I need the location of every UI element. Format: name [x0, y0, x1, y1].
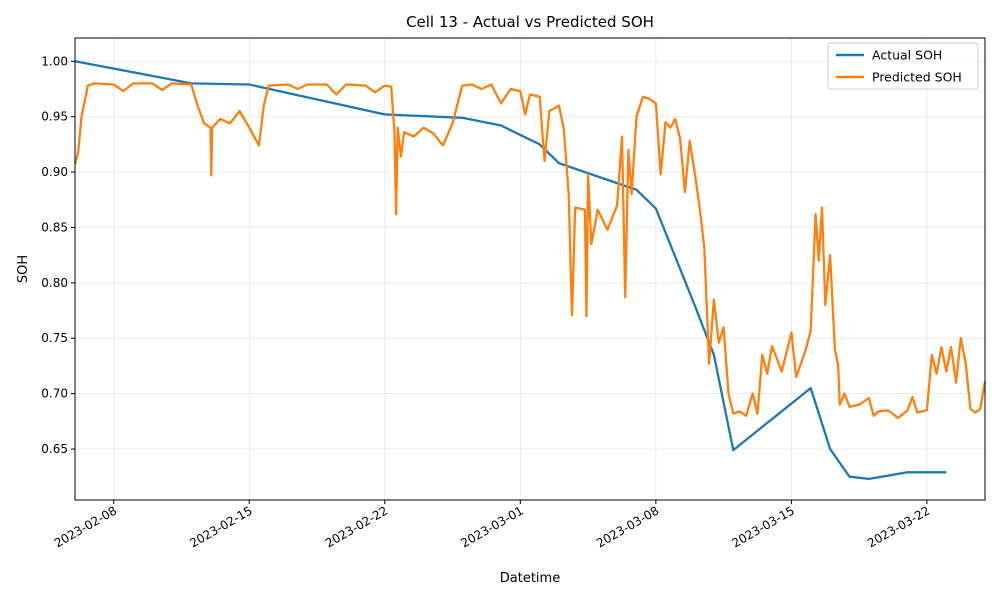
- legend: Actual SOH Predicted SOH: [827, 42, 979, 90]
- legend-label-actual: Actual SOH: [872, 48, 942, 63]
- y-tick-label: 0.65: [41, 442, 68, 456]
- y-tick-label: 0.75: [41, 331, 68, 345]
- y-tick-label: 1.00: [41, 54, 68, 68]
- predicted-soh-line: [73, 82, 987, 420]
- y-tick-label: 0.95: [41, 110, 68, 124]
- y-axis: 0.65 0.70 0.75 0.80 0.85 0.90 0.95 1.00: [41, 54, 75, 456]
- y-axis-label: SOH: [16, 255, 31, 283]
- plot-frame: [74, 37, 986, 501]
- y-tick-label: 0.80: [41, 276, 68, 290]
- chart-title: Cell 13 - Actual vs Predicted SOH: [406, 13, 654, 31]
- series-lines: [73, 60, 987, 481]
- x-axis-label: Datetime: [500, 571, 560, 586]
- y-tick-label: 0.70: [41, 387, 68, 401]
- y-tick-label: 0.85: [41, 220, 68, 234]
- y-tick-label: 0.90: [41, 165, 68, 179]
- legend-label-predicted: Predicted SOH: [872, 70, 962, 85]
- legend-box: [827, 42, 979, 90]
- actual-soh-line: [74, 60, 947, 481]
